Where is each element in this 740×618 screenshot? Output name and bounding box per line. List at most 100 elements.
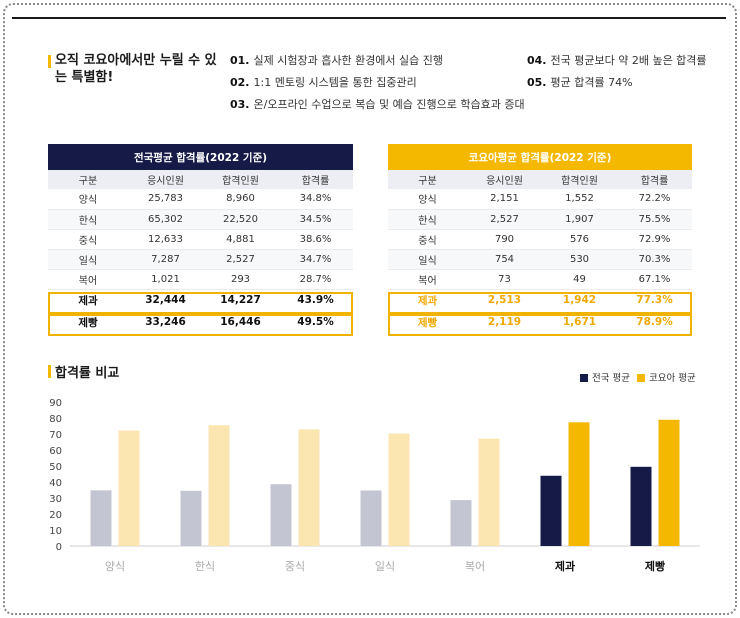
- x-tick-label: 양식: [105, 560, 125, 573]
- table-cell: 일식: [48, 249, 128, 270]
- koyoa-highlight-box-2: [388, 314, 692, 336]
- table-cell: 복어: [48, 269, 128, 290]
- table-cell: 2,527: [467, 209, 542, 230]
- table-cell: 4,881: [203, 229, 278, 250]
- y-tick-label: 80: [49, 414, 62, 425]
- table-cell: 16,446: [220, 316, 261, 328]
- feature-1: 01. 실제 시험장과 흡사한 환경에서 실습 진행: [230, 52, 443, 68]
- table-row: 중식 790 576 72.9%: [388, 229, 693, 250]
- table-cell: 49: [542, 269, 617, 290]
- y-tick-label: 70: [49, 430, 62, 441]
- legend-item-koyoa: 코요아 평균: [637, 370, 696, 384]
- legend-item-national: 전국 평균: [580, 370, 630, 384]
- header-cell: 합격률: [278, 170, 354, 189]
- feature-1-num: 01.: [230, 54, 250, 67]
- feature-3: 03. 온/오프라인 수업으로 복습 및 예습 진행으로 학습효과 증대: [230, 96, 525, 112]
- bar-national-4: [450, 500, 472, 546]
- table-cell: 제빵: [417, 316, 438, 329]
- table-row: 복어 1,021 293 28.7%: [48, 269, 354, 290]
- table-cell: 1,942: [562, 294, 597, 307]
- feature-3-text: 온/오프라인 수업으로 복습 및 예습 진행으로 학습효과 증대: [253, 98, 525, 111]
- x-tick-label: 중식: [285, 560, 305, 573]
- feature-5-num: 05.: [527, 76, 547, 89]
- y-tick-label: 90: [49, 398, 62, 409]
- table-cell: 2,527: [203, 249, 278, 270]
- table-cell: 790: [467, 229, 542, 250]
- table-cell: 22,520: [203, 209, 278, 230]
- pass-rate-bar-chart: 0 10 20 30 40 50 60 70 80 90 양식 한식 중식 일식 복어 제과 제빵: [49, 398, 700, 573]
- table-cell: 제과: [78, 294, 98, 307]
- bar-koyoa-2: [298, 429, 320, 546]
- x-tick-label: 일식: [375, 559, 395, 573]
- bar-koyoa-1: [208, 425, 230, 546]
- national-pass-rate-table: 전국평균 합격률(2022 기준) 구분 응시인원 합격인원 합격률 양식 25,…: [48, 144, 354, 333]
- headline: 오직 코요아에서만 누릴 수 있는 특별함!: [55, 53, 217, 85]
- table-cell: 양식: [388, 189, 467, 210]
- header-cell: 합격인원: [203, 170, 278, 189]
- table-cell: 7,287: [128, 249, 203, 270]
- table-cell: 1,907: [542, 209, 617, 230]
- table-row: 양식 2,151 1,552 72.2%: [388, 189, 693, 210]
- bar-national-0: [90, 490, 112, 546]
- chart-accent-bar: [48, 365, 51, 378]
- header-cell: 합격률: [617, 170, 693, 189]
- table-row: 중식 12,633 4,881 38.6%: [48, 229, 354, 250]
- table-row-highlighted: 제빵 33,246 16,446 49.5%: [48, 311, 353, 333]
- table-cell: 한식: [48, 209, 128, 230]
- table-header-row: 구분 응시인원 합격인원 합격률: [388, 170, 693, 189]
- legend-swatch-koyoa: [637, 374, 645, 382]
- table-cell: 49.5%: [297, 316, 334, 328]
- headline-accent-bar: [48, 55, 51, 68]
- table-cell: 70.3%: [617, 249, 693, 270]
- table-cell: 중식: [48, 229, 128, 250]
- header-cell: 응시인원: [467, 170, 542, 189]
- table-cell: 72.2%: [617, 189, 693, 210]
- bar-koyoa-4: [478, 438, 500, 546]
- bar-national-5: [540, 475, 562, 546]
- table-cell: 73: [467, 269, 542, 290]
- table-cell: 75.5%: [617, 209, 693, 230]
- table-cell: 34.7%: [278, 249, 354, 270]
- y-tick-label: 40: [49, 478, 62, 489]
- table-cell: 일식: [388, 249, 467, 270]
- table-cell: 1,021: [128, 269, 203, 290]
- x-tick-label: 한식: [195, 560, 215, 573]
- table-cell: 양식: [48, 189, 128, 210]
- bar-koyoa-5: [568, 422, 590, 546]
- feature-1-text: 실제 시험장과 흡사한 환경에서 실습 진행: [253, 54, 444, 67]
- table-cell: 2,119: [487, 316, 522, 328]
- table-row: 일식 7,287 2,527 34.7%: [48, 249, 354, 270]
- header-cell: 합격인원: [542, 170, 617, 189]
- table-cell: 25,783: [128, 189, 203, 210]
- legend-label-koyoa: 코요아 평균: [649, 373, 696, 384]
- table-row: 복어 73 49 67.1%: [388, 269, 693, 290]
- table-cell: 복어: [388, 269, 467, 290]
- national-highlight-box-2: [48, 314, 353, 336]
- table-cell: 한식: [388, 209, 467, 230]
- feature-2-text: 1:1 멘토링 시스템을 통한 집중관리: [253, 76, 417, 89]
- national-highlight-box-1: [48, 292, 353, 314]
- table-cell: 2,151: [467, 189, 542, 210]
- table-cell: 8,960: [203, 189, 278, 210]
- feature-2: 02. 1:1 멘토링 시스템을 통한 집중관리: [230, 74, 417, 90]
- table-row: 한식 65,302 22,520 34.5%: [48, 209, 354, 230]
- feature-4: 04. 전국 평균보다 약 2배 높은 합격률: [527, 52, 707, 68]
- header-cell: 응시인원: [128, 170, 203, 189]
- table-cell: 12,633: [128, 229, 203, 250]
- table-row-highlighted: 제빵 2,119 1,671 78.9%: [388, 311, 692, 333]
- koyoa-table-title: 코요아평균 합격률(2022 기준): [388, 144, 693, 170]
- y-tick-label: 10: [49, 526, 62, 537]
- x-tick-label: 제과: [555, 559, 575, 573]
- table-row-highlighted: 제과 32,444 14,227 43.9%: [48, 289, 353, 311]
- x-tick-label: 제빵: [645, 559, 665, 573]
- y-tick-label: 50: [49, 462, 62, 473]
- table-cell: 67.1%: [617, 269, 693, 290]
- bar-koyoa-0: [118, 430, 140, 546]
- table-row-highlighted: 제과 2,513 1,942 77.3%: [388, 289, 692, 311]
- header-cell: 구분: [388, 170, 467, 189]
- feature-4-text: 전국 평균보다 약 2배 높은 합격률: [550, 54, 707, 67]
- table-cell: 32,444: [145, 294, 186, 307]
- table-cell: 34.8%: [278, 189, 354, 210]
- table-header-row: 구분 응시인원 합격인원 합격률: [48, 170, 354, 189]
- bar-national-2: [270, 484, 292, 546]
